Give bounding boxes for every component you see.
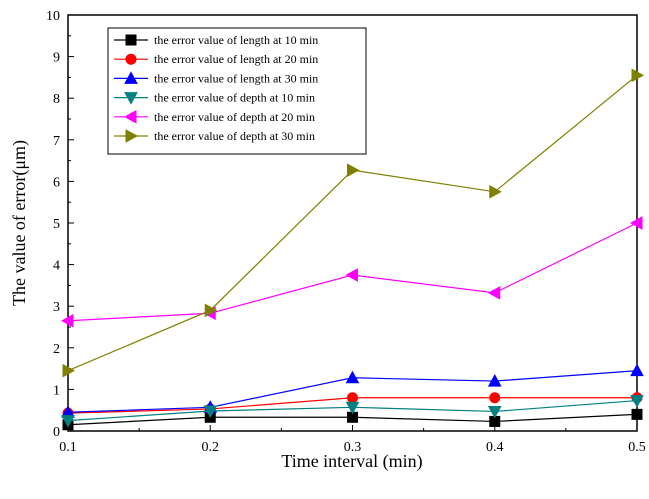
series-4 bbox=[61, 395, 644, 428]
y-tick-label: 3 bbox=[53, 300, 60, 315]
legend-marker bbox=[125, 53, 137, 65]
series-layer bbox=[60, 68, 645, 431]
legend-box bbox=[107, 27, 367, 155]
y-tick-label: 2 bbox=[53, 342, 60, 357]
legend-item: the error value of depth at 20 min bbox=[114, 110, 315, 124]
legend-marker bbox=[124, 71, 138, 84]
series-6 bbox=[62, 68, 645, 378]
legend-item: the error value of length at 10 min bbox=[114, 33, 318, 47]
y-tick-label: 7 bbox=[53, 134, 60, 149]
data-point bbox=[347, 392, 358, 404]
x-axis-title: Time interval (min) bbox=[281, 451, 422, 472]
legend-label: the error value of depth at 10 min bbox=[154, 91, 315, 105]
series-5 bbox=[60, 216, 643, 328]
legend-label: the error value of length at 10 min bbox=[154, 33, 318, 47]
legend-label: the error value of depth at 20 min bbox=[154, 110, 315, 124]
data-point bbox=[203, 405, 218, 419]
data-point bbox=[630, 363, 644, 377]
data-point bbox=[489, 184, 502, 199]
data-point bbox=[61, 415, 75, 428]
x-tick-label: 0.3 bbox=[344, 440, 362, 455]
data-point bbox=[487, 374, 502, 387]
data-point bbox=[345, 401, 360, 415]
y-axis-title: The value of error(μm) bbox=[9, 140, 30, 306]
legend-label: the error value of depth at 30 min bbox=[154, 129, 315, 143]
legend-item: the error value of depth at 30 min bbox=[114, 129, 315, 143]
legend-marker bbox=[125, 129, 139, 143]
legend-item: the error value of length at 30 min bbox=[114, 71, 318, 85]
data-point bbox=[487, 286, 501, 300]
y-tick-label: 1 bbox=[53, 383, 60, 398]
legend-marker bbox=[125, 34, 137, 46]
data-point bbox=[345, 370, 360, 384]
data-point bbox=[631, 408, 643, 420]
data-point bbox=[487, 405, 502, 419]
legend-label: the error value of length at 20 min bbox=[154, 52, 318, 66]
y-tick-label: 5 bbox=[53, 217, 60, 232]
y-tick-label: 0 bbox=[53, 425, 60, 440]
y-tick-label: 10 bbox=[46, 9, 60, 24]
x-tick-label: 0.4 bbox=[486, 440, 504, 455]
y-tick-label: 4 bbox=[53, 259, 60, 274]
x-tick-label: 0.1 bbox=[59, 440, 77, 455]
legend: the error value of length at 10 min the e… bbox=[107, 27, 367, 155]
legend-label: the error value of length at 30 min bbox=[154, 71, 318, 85]
data-point bbox=[62, 363, 76, 378]
x-tick-label: 0.5 bbox=[628, 440, 646, 455]
legend-item: the error value of length at 20 min bbox=[114, 52, 318, 66]
legend-marker bbox=[124, 92, 138, 105]
x-tick-label: 0.2 bbox=[202, 440, 220, 455]
data-point bbox=[204, 303, 218, 318]
y-tick-label: 8 bbox=[53, 92, 60, 107]
data-point bbox=[345, 268, 358, 282]
data-point bbox=[489, 392, 501, 404]
legend-item: the error value of depth at 10 min bbox=[114, 91, 315, 105]
data-point bbox=[347, 163, 360, 178]
data-point bbox=[631, 68, 645, 83]
y-tick-label: 9 bbox=[53, 51, 60, 66]
data-point bbox=[630, 395, 644, 408]
data-point bbox=[629, 216, 643, 230]
legend-marker bbox=[123, 109, 137, 124]
data-point bbox=[60, 313, 74, 328]
y-tick-label: 6 bbox=[53, 175, 60, 190]
